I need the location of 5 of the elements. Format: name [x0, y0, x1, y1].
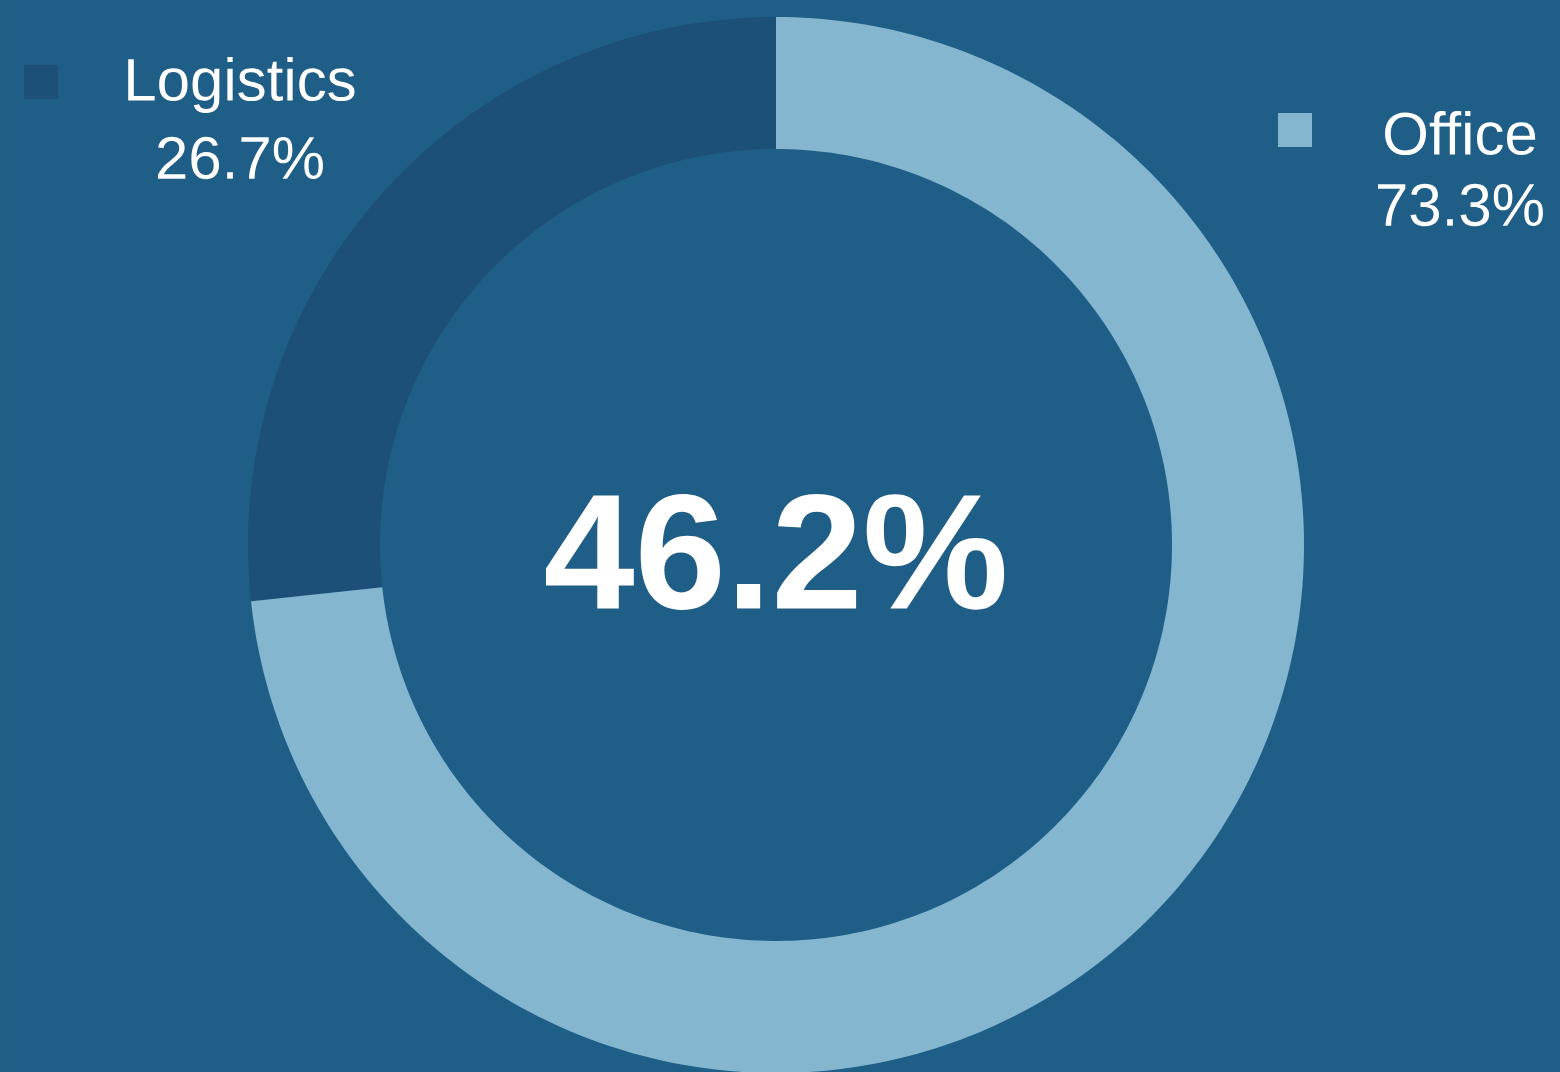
legend-label: Logistics: [128, 57, 355, 113]
data-label: 73.3%: [1378, 183, 1543, 227]
text: 46.2%: [545, 493, 1005, 611]
legend-label: Office: [1385, 110, 1536, 156]
data-label: 26.7%: [157, 136, 323, 180]
